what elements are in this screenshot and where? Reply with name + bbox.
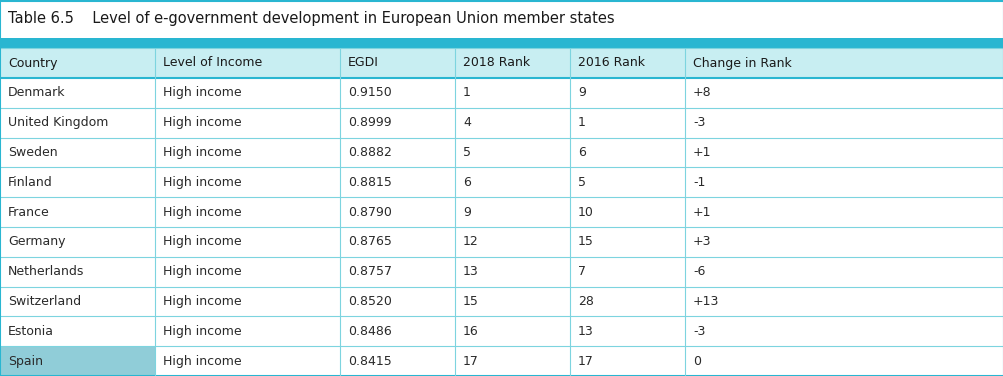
Text: 5: 5 bbox=[578, 176, 586, 189]
Text: +1: +1 bbox=[692, 146, 711, 159]
Text: 15: 15 bbox=[578, 235, 594, 249]
Text: 2016 Rank: 2016 Rank bbox=[578, 56, 644, 70]
Text: -6: -6 bbox=[692, 265, 705, 278]
Text: 12: 12 bbox=[462, 235, 478, 249]
Text: 0.8815: 0.8815 bbox=[348, 176, 391, 189]
Bar bbox=[0, 138, 1003, 167]
Text: 15: 15 bbox=[462, 295, 478, 308]
Text: +8: +8 bbox=[692, 86, 711, 99]
Text: Denmark: Denmark bbox=[8, 86, 65, 99]
Text: 9: 9 bbox=[578, 86, 586, 99]
Text: High income: High income bbox=[162, 325, 242, 338]
Bar bbox=[0, 346, 154, 376]
Text: Finland: Finland bbox=[8, 176, 53, 189]
Text: Switzerland: Switzerland bbox=[8, 295, 81, 308]
Text: High income: High income bbox=[162, 146, 242, 159]
Text: Germany: Germany bbox=[8, 235, 65, 249]
Bar bbox=[0, 287, 1003, 316]
Text: -3: -3 bbox=[692, 325, 705, 338]
Text: High income: High income bbox=[162, 295, 242, 308]
Text: 0.8790: 0.8790 bbox=[348, 206, 391, 218]
Text: France: France bbox=[8, 206, 50, 218]
Text: 1: 1 bbox=[578, 116, 586, 129]
Text: 28: 28 bbox=[578, 295, 594, 308]
Text: 0: 0 bbox=[692, 355, 700, 368]
Bar bbox=[0, 48, 1003, 78]
Text: 0.8415: 0.8415 bbox=[348, 355, 391, 368]
Text: 5: 5 bbox=[462, 146, 470, 159]
Text: 0.8757: 0.8757 bbox=[348, 265, 391, 278]
Text: 0.9150: 0.9150 bbox=[348, 86, 391, 99]
Text: 2018 Rank: 2018 Rank bbox=[462, 56, 530, 70]
Text: Spain: Spain bbox=[8, 355, 43, 368]
Text: High income: High income bbox=[162, 116, 242, 129]
Text: Change in Rank: Change in Rank bbox=[692, 56, 791, 70]
Text: 7: 7 bbox=[578, 265, 586, 278]
Text: 17: 17 bbox=[462, 355, 478, 368]
Text: 10: 10 bbox=[578, 206, 594, 218]
Text: 0.8999: 0.8999 bbox=[348, 116, 391, 129]
Bar bbox=[0, 227, 1003, 257]
Bar bbox=[0, 257, 1003, 287]
Text: High income: High income bbox=[162, 86, 242, 99]
Text: 6: 6 bbox=[462, 176, 470, 189]
Text: 1: 1 bbox=[462, 86, 470, 99]
Text: Sweden: Sweden bbox=[8, 146, 57, 159]
Text: 4: 4 bbox=[462, 116, 470, 129]
Text: United Kingdom: United Kingdom bbox=[8, 116, 108, 129]
Text: High income: High income bbox=[162, 355, 242, 368]
Text: 0.8520: 0.8520 bbox=[348, 295, 391, 308]
Bar bbox=[0, 78, 1003, 108]
Bar bbox=[0, 197, 1003, 227]
Bar bbox=[0, 167, 1003, 197]
Text: 0.8486: 0.8486 bbox=[348, 325, 391, 338]
Text: 0.8882: 0.8882 bbox=[348, 146, 391, 159]
Text: 17: 17 bbox=[578, 355, 594, 368]
Text: +13: +13 bbox=[692, 295, 719, 308]
Text: 13: 13 bbox=[462, 265, 478, 278]
Bar bbox=[0, 346, 1003, 376]
Text: Netherlands: Netherlands bbox=[8, 265, 84, 278]
Text: Country: Country bbox=[8, 56, 57, 70]
Text: Estonia: Estonia bbox=[8, 325, 54, 338]
Text: High income: High income bbox=[162, 206, 242, 218]
Text: 0.8765: 0.8765 bbox=[348, 235, 391, 249]
Text: High income: High income bbox=[162, 265, 242, 278]
Text: 13: 13 bbox=[578, 325, 593, 338]
Text: 9: 9 bbox=[462, 206, 470, 218]
Text: -1: -1 bbox=[692, 176, 705, 189]
Text: EGDI: EGDI bbox=[348, 56, 378, 70]
Bar bbox=[0, 38, 1003, 48]
Text: 16: 16 bbox=[462, 325, 478, 338]
Bar bbox=[0, 316, 1003, 346]
Text: High income: High income bbox=[162, 176, 242, 189]
Text: Table 6.5    Level of e-government development in European Union member states: Table 6.5 Level of e-government developm… bbox=[8, 12, 614, 26]
Text: +1: +1 bbox=[692, 206, 711, 218]
Bar bbox=[0, 0, 1003, 38]
Bar bbox=[0, 108, 1003, 138]
Text: +3: +3 bbox=[692, 235, 711, 249]
Text: 6: 6 bbox=[578, 146, 586, 159]
Text: -3: -3 bbox=[692, 116, 705, 129]
Text: Level of Income: Level of Income bbox=[162, 56, 262, 70]
Text: High income: High income bbox=[162, 235, 242, 249]
